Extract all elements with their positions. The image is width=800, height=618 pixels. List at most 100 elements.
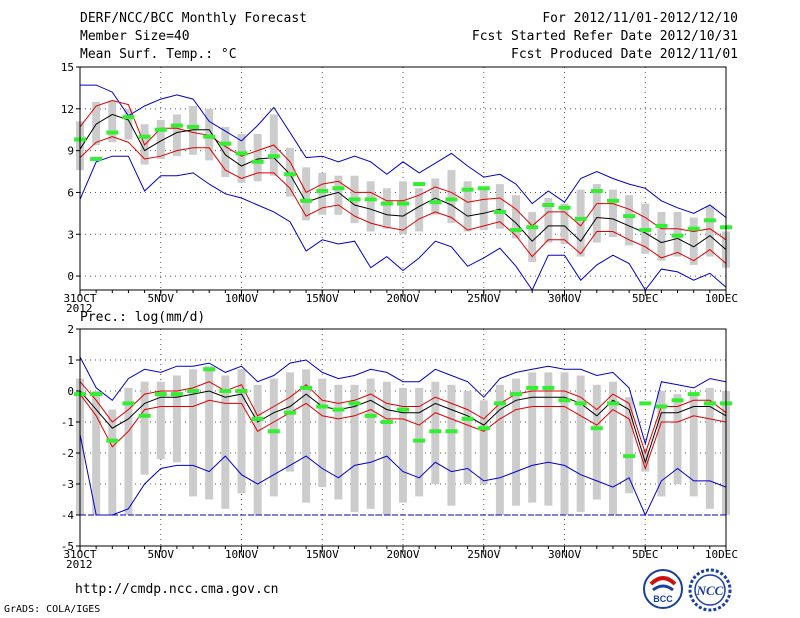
p1-marker-day-34: [606, 198, 619, 203]
p2-marker-day-6: [154, 392, 167, 397]
p2-marker-day-29: [526, 385, 539, 390]
p2-marker-day-26: [477, 426, 490, 431]
p2-x-tick-label: 10NOV: [225, 548, 258, 561]
produced-date: Fcst Produced Date 2012/11/01: [511, 47, 738, 62]
p1-box-day-33: [592, 184, 601, 243]
p2-box-day-15: [302, 369, 311, 503]
p1-marker-day-13: [267, 154, 280, 159]
p2-x-tick-label: 10DEC: [705, 548, 738, 561]
p1-x-tick-label: 5NOV: [148, 292, 175, 305]
p1-marker-day-7: [170, 123, 183, 128]
p2-y-tick-label: -1: [61, 416, 74, 429]
ncc-logo: NCC: [688, 568, 732, 612]
p1-x-tick-label: 20NOV: [386, 292, 419, 305]
p1-marker-day-24: [445, 197, 458, 202]
p1-marker-day-21: [397, 201, 409, 206]
p2-marker-day-37: [655, 404, 668, 409]
p1-box-day-19: [366, 181, 375, 232]
p1-marker-day-4: [122, 115, 135, 120]
p1-y-tick-label: 9: [67, 145, 74, 158]
p2-marker-day-20: [380, 420, 393, 424]
p1-box-day-37: [657, 211, 666, 261]
p1-marker-day-16: [316, 189, 329, 194]
p1-y-tick-label: 0: [67, 270, 74, 283]
p2-box-day-7: [172, 375, 181, 463]
p1-marker-day-36: [639, 228, 652, 233]
p1-marker-day-2: [90, 156, 103, 161]
p2-marker-day-15: [300, 385, 313, 390]
p2-marker-day-25: [461, 416, 474, 421]
p2-box-day-9: [205, 366, 214, 500]
p1-marker-day-25: [461, 187, 474, 192]
p1-box-day-12: [253, 133, 262, 182]
source-url[interactable]: http://cmdp.ncc.cma.gov.cn: [75, 582, 279, 597]
p2-x-tick-label: 30NOV: [548, 548, 581, 561]
p2-box-day-29: [528, 372, 537, 503]
p2-marker-day-36: [639, 401, 652, 406]
p1-lower-percentile-line: [79, 136, 727, 264]
p2-x-tick-label: 5DEC: [632, 548, 659, 561]
p1-marker-day-15: [300, 198, 313, 203]
p1-box-day-35: [625, 195, 634, 246]
p2-marker-day-35: [623, 454, 636, 459]
p2-box-day-35: [625, 397, 634, 494]
p1-marker-day-40: [703, 218, 716, 223]
p1-frame: [79, 66, 727, 291]
p1-marker-day-14: [283, 172, 296, 177]
p2-y-tick-label: -4: [61, 509, 75, 522]
p1-box-day-8: [189, 106, 198, 155]
p2-box-day-4: [124, 387, 133, 515]
p2-marker-day-13: [267, 429, 280, 434]
p2-marker-day-21: [397, 407, 409, 412]
p1-box-day-26: [479, 189, 488, 231]
p2-box-day-5: [140, 381, 149, 475]
p1-box-day-25: [463, 181, 472, 232]
p1-box-day-7: [172, 114, 181, 157]
p1-box-day-30: [544, 198, 553, 243]
p2-box-day-16: [318, 378, 327, 488]
p1-marker-day-28: [510, 228, 523, 233]
p2-box-day-40: [705, 387, 714, 509]
p2-y-tick-label: 2: [67, 323, 74, 336]
p2-marker-day-5: [138, 413, 151, 418]
p2-marker-day-18: [348, 401, 361, 406]
p1-box-day-3: [108, 100, 117, 143]
p2-box-day-34: [608, 381, 617, 515]
p1-marker-day-23: [429, 200, 442, 205]
member-size-label: Member Size=40: [80, 29, 190, 44]
p2-min-line: [79, 434, 727, 517]
start-date: Fcst Started Refer Date 2012/10/31: [471, 29, 738, 44]
p2-box-day-26: [479, 400, 488, 484]
p1-x-tick-label: 15NOV: [306, 292, 339, 305]
precip-panel-title: Prec.: log(mm/d): [80, 310, 206, 325]
p2-marker-day-30: [542, 385, 555, 390]
p2-box-day-21: [399, 387, 407, 503]
p2-box-day-14: [285, 372, 294, 472]
p1-marker-day-9: [203, 134, 216, 139]
p1-box-day-24: [447, 170, 456, 224]
p1-marker-day-27: [493, 209, 506, 214]
forecast-period: For 2012/11/01-2012/12/10: [542, 11, 738, 26]
p1-box-day-21: [399, 181, 407, 235]
p2-marker-day-39: [687, 392, 700, 397]
p1-x-tick-year: 2012: [66, 302, 93, 315]
p2-marker-day-34: [606, 401, 619, 406]
p2-marker-day-28: [510, 392, 523, 397]
p1-marker-day-12: [251, 159, 264, 164]
p1-box-day-28: [512, 195, 521, 239]
p2-y-tick-label: -2: [61, 447, 74, 460]
p2-marker-day-27: [493, 401, 506, 406]
p1-box-day-31: [560, 203, 569, 245]
p1-mean-line: [79, 113, 727, 250]
p2-x-tick-label: 20NOV: [386, 548, 419, 561]
p2-box-day-19: [366, 378, 375, 509]
p1-box-day-9: [205, 108, 214, 161]
p2-marker-day-8: [187, 389, 200, 393]
p2-box-day-18: [350, 384, 359, 512]
p2-upper-percentile-line: [79, 381, 727, 455]
p1-box-day-16: [318, 172, 327, 215]
p1-box-day-17: [334, 175, 343, 215]
p2-marker-day-38: [671, 398, 684, 403]
p2-box-day-30: [544, 372, 553, 506]
p1-box-day-20: [382, 188, 391, 229]
